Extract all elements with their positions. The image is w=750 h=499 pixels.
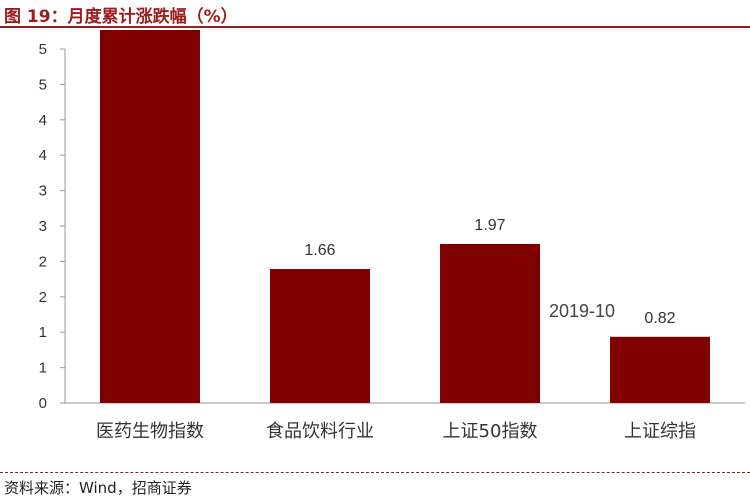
- figure-header: 图 19：月度累计涨跌幅（%）: [0, 0, 750, 28]
- data-label: 0.82: [644, 310, 675, 327]
- y-tick-label: 2: [39, 289, 47, 306]
- source-note: 资料来源：Wind，招商证券: [4, 479, 192, 497]
- y-tick-label: 1: [39, 360, 47, 377]
- bar: [270, 269, 370, 403]
- y-tick-label: 3: [39, 218, 47, 235]
- category-label: 上证50指数: [443, 421, 538, 442]
- category-label: 食品饮料行业: [266, 421, 374, 442]
- bars: [100, 30, 710, 404]
- data-label: 1.97: [474, 217, 505, 234]
- data-labels: 4.671.661.970.82: [304, 217, 675, 327]
- y-tick-label: 5: [39, 76, 47, 93]
- bar: [610, 336, 710, 403]
- y-tick-label: 2: [39, 253, 47, 270]
- category-label: 上证综指: [624, 421, 696, 442]
- category-label: 医药生物指数: [96, 421, 204, 442]
- y-tick-label: 5: [39, 41, 47, 58]
- data-label: 1.66: [304, 242, 335, 259]
- category-labels: 医药生物指数 食品饮料行业 上证50指数 上证综指: [96, 421, 696, 442]
- bar: [100, 30, 200, 404]
- y-tick-label: 1: [39, 324, 47, 341]
- y-tick-label: 4: [39, 112, 47, 129]
- figure-title: 图 19：月度累计涨跌幅（%）: [4, 7, 238, 27]
- y-tick-label: 3: [39, 183, 47, 200]
- y-tick-label: 0: [39, 395, 47, 412]
- bar: [440, 243, 540, 403]
- y-tick-label: 4: [39, 147, 47, 164]
- chart-annotation: 2019-10: [549, 301, 615, 321]
- footer-divider: [0, 472, 750, 473]
